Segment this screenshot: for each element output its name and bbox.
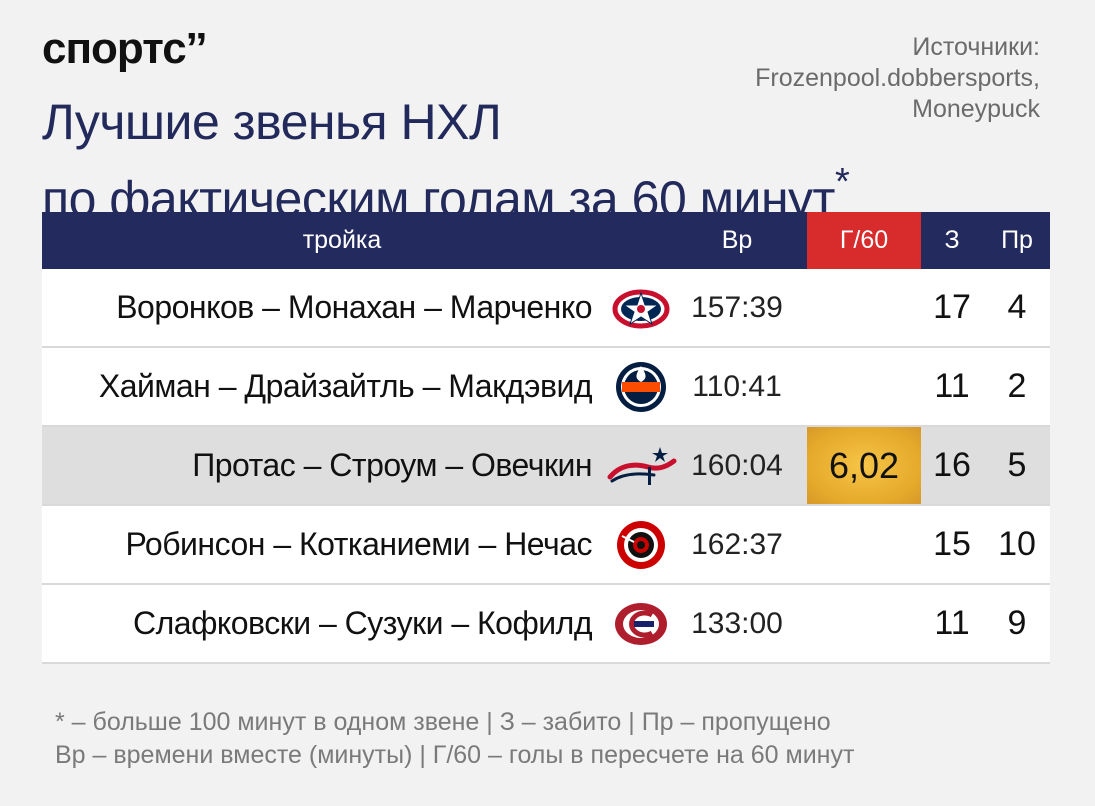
time-together: 160:04 bbox=[691, 449, 783, 482]
goals-against: 5 bbox=[1007, 446, 1027, 484]
edmonton-oilers-logo-icon bbox=[612, 358, 670, 416]
line-players: Воронков – Монахан – Марченко bbox=[116, 289, 592, 325]
goals-per-60: 5,57 bbox=[828, 524, 900, 565]
goals-for: 15 bbox=[933, 525, 971, 563]
header-goals-for: З bbox=[944, 226, 960, 254]
sources-label: Источники: bbox=[912, 33, 1040, 61]
goals-against: 9 bbox=[1007, 604, 1027, 642]
source-moneypuck: Moneypuck bbox=[912, 95, 1040, 123]
line-players: Хайман – Драйзайтль – Макдэвид bbox=[98, 368, 593, 404]
montreal-canadiens-logo-icon bbox=[612, 595, 670, 653]
table-row: Слафковски – Сузуки – Кофилд 133:00 4,97… bbox=[42, 585, 1050, 664]
page-title: Лучшие звенья НХЛ по фактическим голам з… bbox=[42, 92, 850, 229]
goals-for: 11 bbox=[934, 604, 970, 642]
goals-for: 11 bbox=[934, 367, 970, 405]
table-row: Робинсон – Котканиеми – Нечас 162:37 5,5… bbox=[42, 506, 1050, 585]
goals-against: 2 bbox=[1007, 367, 1027, 405]
header-rate: Г/60 bbox=[807, 212, 921, 269]
header-goals-against: Пр bbox=[1001, 226, 1033, 254]
source-frozenpool: Frozenpool.dobbersports, bbox=[755, 64, 1040, 92]
columbus-blue-jackets-logo-icon bbox=[612, 279, 670, 337]
legend-footnote: * – больше 100 минут в одном звене | З –… bbox=[55, 706, 854, 772]
goals-for: 17 bbox=[933, 288, 971, 326]
washington-capitals-logo-icon bbox=[604, 437, 678, 495]
goals-against: 10 bbox=[998, 525, 1036, 563]
goals-per-60: 4,97 bbox=[828, 603, 900, 644]
goals-for: 16 bbox=[933, 446, 971, 484]
header-time: Вр bbox=[721, 226, 753, 254]
time-together: 162:37 bbox=[691, 528, 783, 561]
goals-per-60: 6,56 bbox=[828, 287, 900, 328]
table-row-highlighted: Протас – Строум – Овечкин 160:04 6,02 16… bbox=[42, 427, 1050, 506]
time-together: 133:00 bbox=[691, 607, 783, 640]
line-players: Протас – Строум – Овечкин bbox=[192, 447, 592, 483]
table-row: Воронков – Монахан – Марченко 157:39 6,5… bbox=[42, 269, 1050, 348]
brand-logo: спортс’’ bbox=[42, 24, 207, 73]
footnote-line-2: Вр – времени вместе (минуты) | Г/60 – го… bbox=[55, 741, 855, 769]
title-asterisk: * bbox=[834, 161, 850, 203]
carolina-hurricanes-logo-icon bbox=[612, 516, 670, 574]
goals-per-60: 6,07 bbox=[828, 366, 900, 407]
table-header: тройка Вр Г/60 З Пр bbox=[42, 212, 1050, 269]
footnote-line-1: * – больше 100 минут в одном звене | З –… bbox=[55, 708, 831, 736]
time-together: 110:41 bbox=[692, 370, 782, 403]
time-together: 157:39 bbox=[691, 291, 783, 324]
title-line-1: Лучшие звенья НХЛ bbox=[42, 94, 502, 150]
goals-against: 4 bbox=[1007, 288, 1027, 326]
header-line: тройка bbox=[302, 226, 382, 254]
table-row: Хайман – Драйзайтль – Макдэвид 110:41 6,… bbox=[42, 348, 1050, 427]
goals-per-60: 6,02 bbox=[807, 427, 921, 504]
sources: Источники: Frozenpool.dobbersports, Mone… bbox=[755, 32, 1040, 125]
lines-table: тройка Вр Г/60 З Пр Воронков – Монахан –… bbox=[42, 212, 1050, 664]
line-players: Робинсон – Котканиеми – Нечас bbox=[125, 526, 592, 562]
line-players: Слафковски – Сузуки – Кофилд bbox=[132, 605, 593, 641]
